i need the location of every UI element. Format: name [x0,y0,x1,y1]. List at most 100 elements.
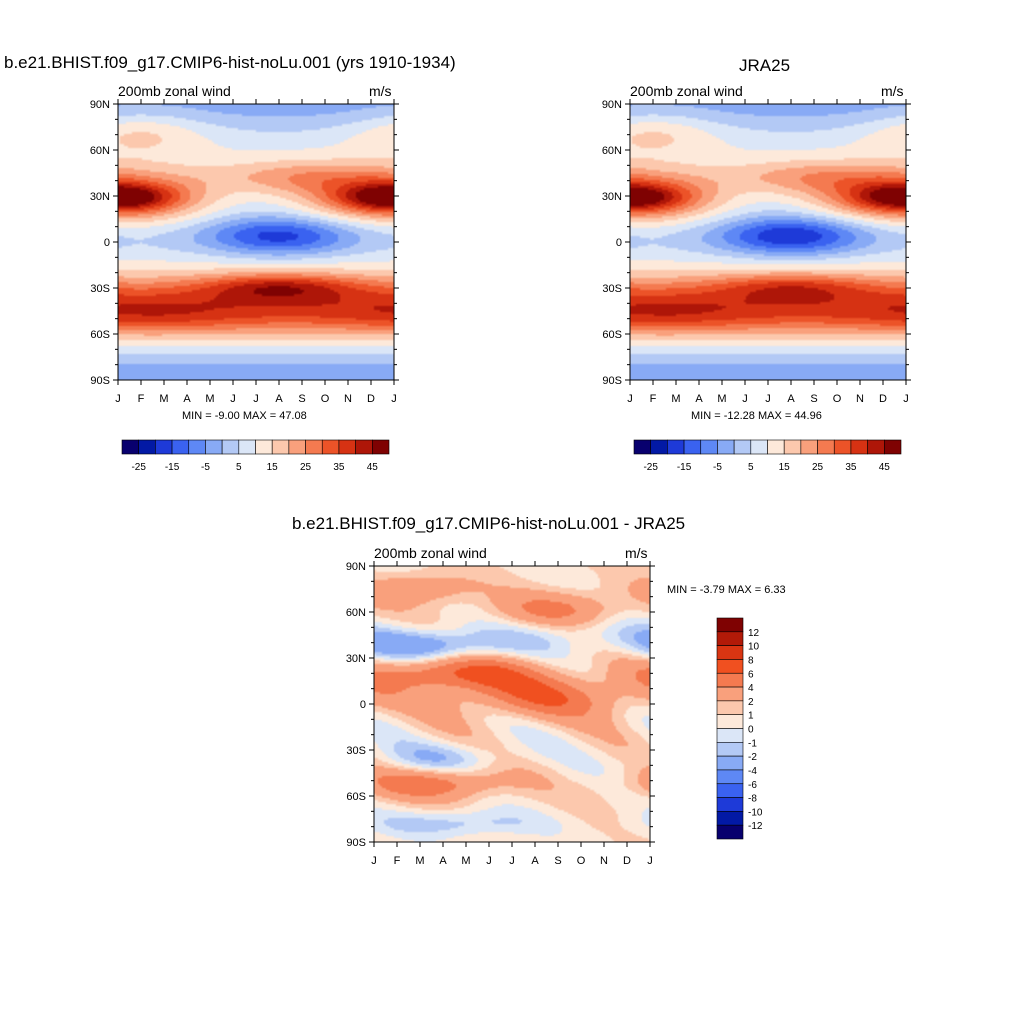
xtick-label: F [394,855,401,867]
colorbar-swatch [817,439,835,455]
colorbar-label: -25 [131,462,146,473]
colorbar-label: 25 [812,462,824,473]
colorbar-swatch [716,631,744,646]
colorbar-swatch [867,439,885,455]
xtick-label: M [461,855,470,867]
xtick-label: M [205,393,214,405]
xtick-label: M [159,393,168,405]
ytick-label: 60N [90,145,110,157]
colorbar-swatch [255,439,273,455]
panel3-title: b.e21.BHIST.f09_g17.CMIP6-hist-noLu.001 … [292,514,686,533]
xtick-label: A [183,393,191,405]
colorbar-swatch [767,439,785,455]
panel1-colorbar: -25 -15 -5 5 15 25 35 45 [121,439,390,473]
colorbar-swatch [716,700,744,715]
colorbar-swatch [700,439,718,455]
colorbar-swatch [155,439,173,455]
xtick-label: D [879,393,887,405]
xtick-label: J [903,393,909,405]
colorbar-swatch [355,439,373,455]
xtick-label: J [391,393,397,405]
panel3-contour-field [374,566,650,842]
colorbar-label: 1 [748,711,754,722]
colorbar-label: 45 [367,462,379,473]
ytick-label: 60S [346,791,366,803]
colorbar-label: 5 [748,462,754,473]
colorbar-swatch [717,439,735,455]
xtick-label: A [439,855,447,867]
colorbar-label: 0 [748,725,754,736]
colorbar-swatch [305,439,323,455]
ytick-label: 90N [602,99,622,111]
colorbar-swatch [683,439,702,455]
colorbar-swatch [716,728,744,743]
colorbar-label: -10 [748,807,763,818]
colorbar-swatch [716,686,744,702]
ytick-label: 90S [346,837,366,849]
xtick-label: M [415,855,424,867]
panel1-right-string: m/s [369,83,392,99]
panel3-plot: 90N 60N 30N 0 30S 60S 90S J F M A M J J A S O N D J [346,561,655,867]
colorbar-label: -5 [201,462,210,473]
colorbar-label: 45 [879,462,891,473]
colorbar-label: 4 [748,683,754,694]
panel2-title: JRA25 [739,56,791,75]
colorbar-swatch [288,439,306,455]
colorbar-swatch [321,439,340,455]
colorbar-swatch [716,783,744,798]
colorbar-swatch [750,439,768,455]
colorbar-swatch [884,439,902,455]
colorbar-label: 35 [845,462,857,473]
xtick-label: N [344,393,352,405]
ytick-label: 0 [104,237,110,249]
ytick-label: 60S [602,329,622,341]
xtick-label: O [321,393,330,405]
ytick-label: 30N [346,653,366,665]
colorbar-swatch [733,439,752,455]
colorbar-label: 15 [779,462,791,473]
colorbar-label: 15 [267,462,279,473]
ytick-label: 0 [360,699,366,711]
colorbar-swatch [716,645,744,660]
xtick-label: S [554,855,561,867]
panel1-plot: 90N 60N 30N 0 30S 60S 90S J F M A M J J A S O N D J [90,99,399,405]
colorbar-swatch [716,714,744,729]
colorbar-label: -12 [748,821,763,832]
xtick-label: D [367,393,375,405]
panel2-minmax: MIN = -12.28 MAX = 44.96 [691,410,822,422]
colorbar-swatch [716,659,744,674]
panel2-right-string: m/s [881,83,904,99]
xtick-label: A [695,393,703,405]
colorbar-swatch [716,672,744,688]
xtick-label: J [253,393,259,405]
panel2-plot: 90N 60N 30N 0 30S 60S 90S J F M A M J J A S O N D J [602,99,911,405]
panel2-colorbar: -25 -15 -5 5 15 25 35 45 [633,439,902,473]
xtick-label: J [742,393,748,405]
colorbar-label: -8 [748,794,757,805]
xtick-label: A [275,393,283,405]
colorbar-swatch [850,439,868,455]
colorbar-label: -25 [643,462,658,473]
colorbar-swatch [238,439,256,455]
ytick-label: 60N [346,607,366,619]
colorbar-label: 25 [300,462,312,473]
panel1-contour-field [118,104,394,380]
colorbar-label: 5 [236,462,242,473]
colorbar-swatch [633,439,651,455]
colorbar-swatch [716,797,744,812]
panel1-left-string: 200mb zonal wind [118,83,231,99]
panel1-minmax: MIN = -9.00 MAX = 47.08 [182,410,307,422]
colorbar-swatch [716,742,744,757]
colorbar-label: 8 [748,655,754,666]
xtick-label: M [671,393,680,405]
colorbar-swatch [716,769,744,785]
colorbar-label: 2 [748,697,754,708]
colorbar-swatch [783,439,802,455]
colorbar-swatch [271,439,290,455]
xtick-label: M [717,393,726,405]
colorbar-label: -15 [165,462,180,473]
ytick-label: 30N [90,191,110,203]
panel3-right-string: m/s [625,545,648,561]
xtick-label: J [509,855,515,867]
colorbar-swatch [138,439,156,455]
